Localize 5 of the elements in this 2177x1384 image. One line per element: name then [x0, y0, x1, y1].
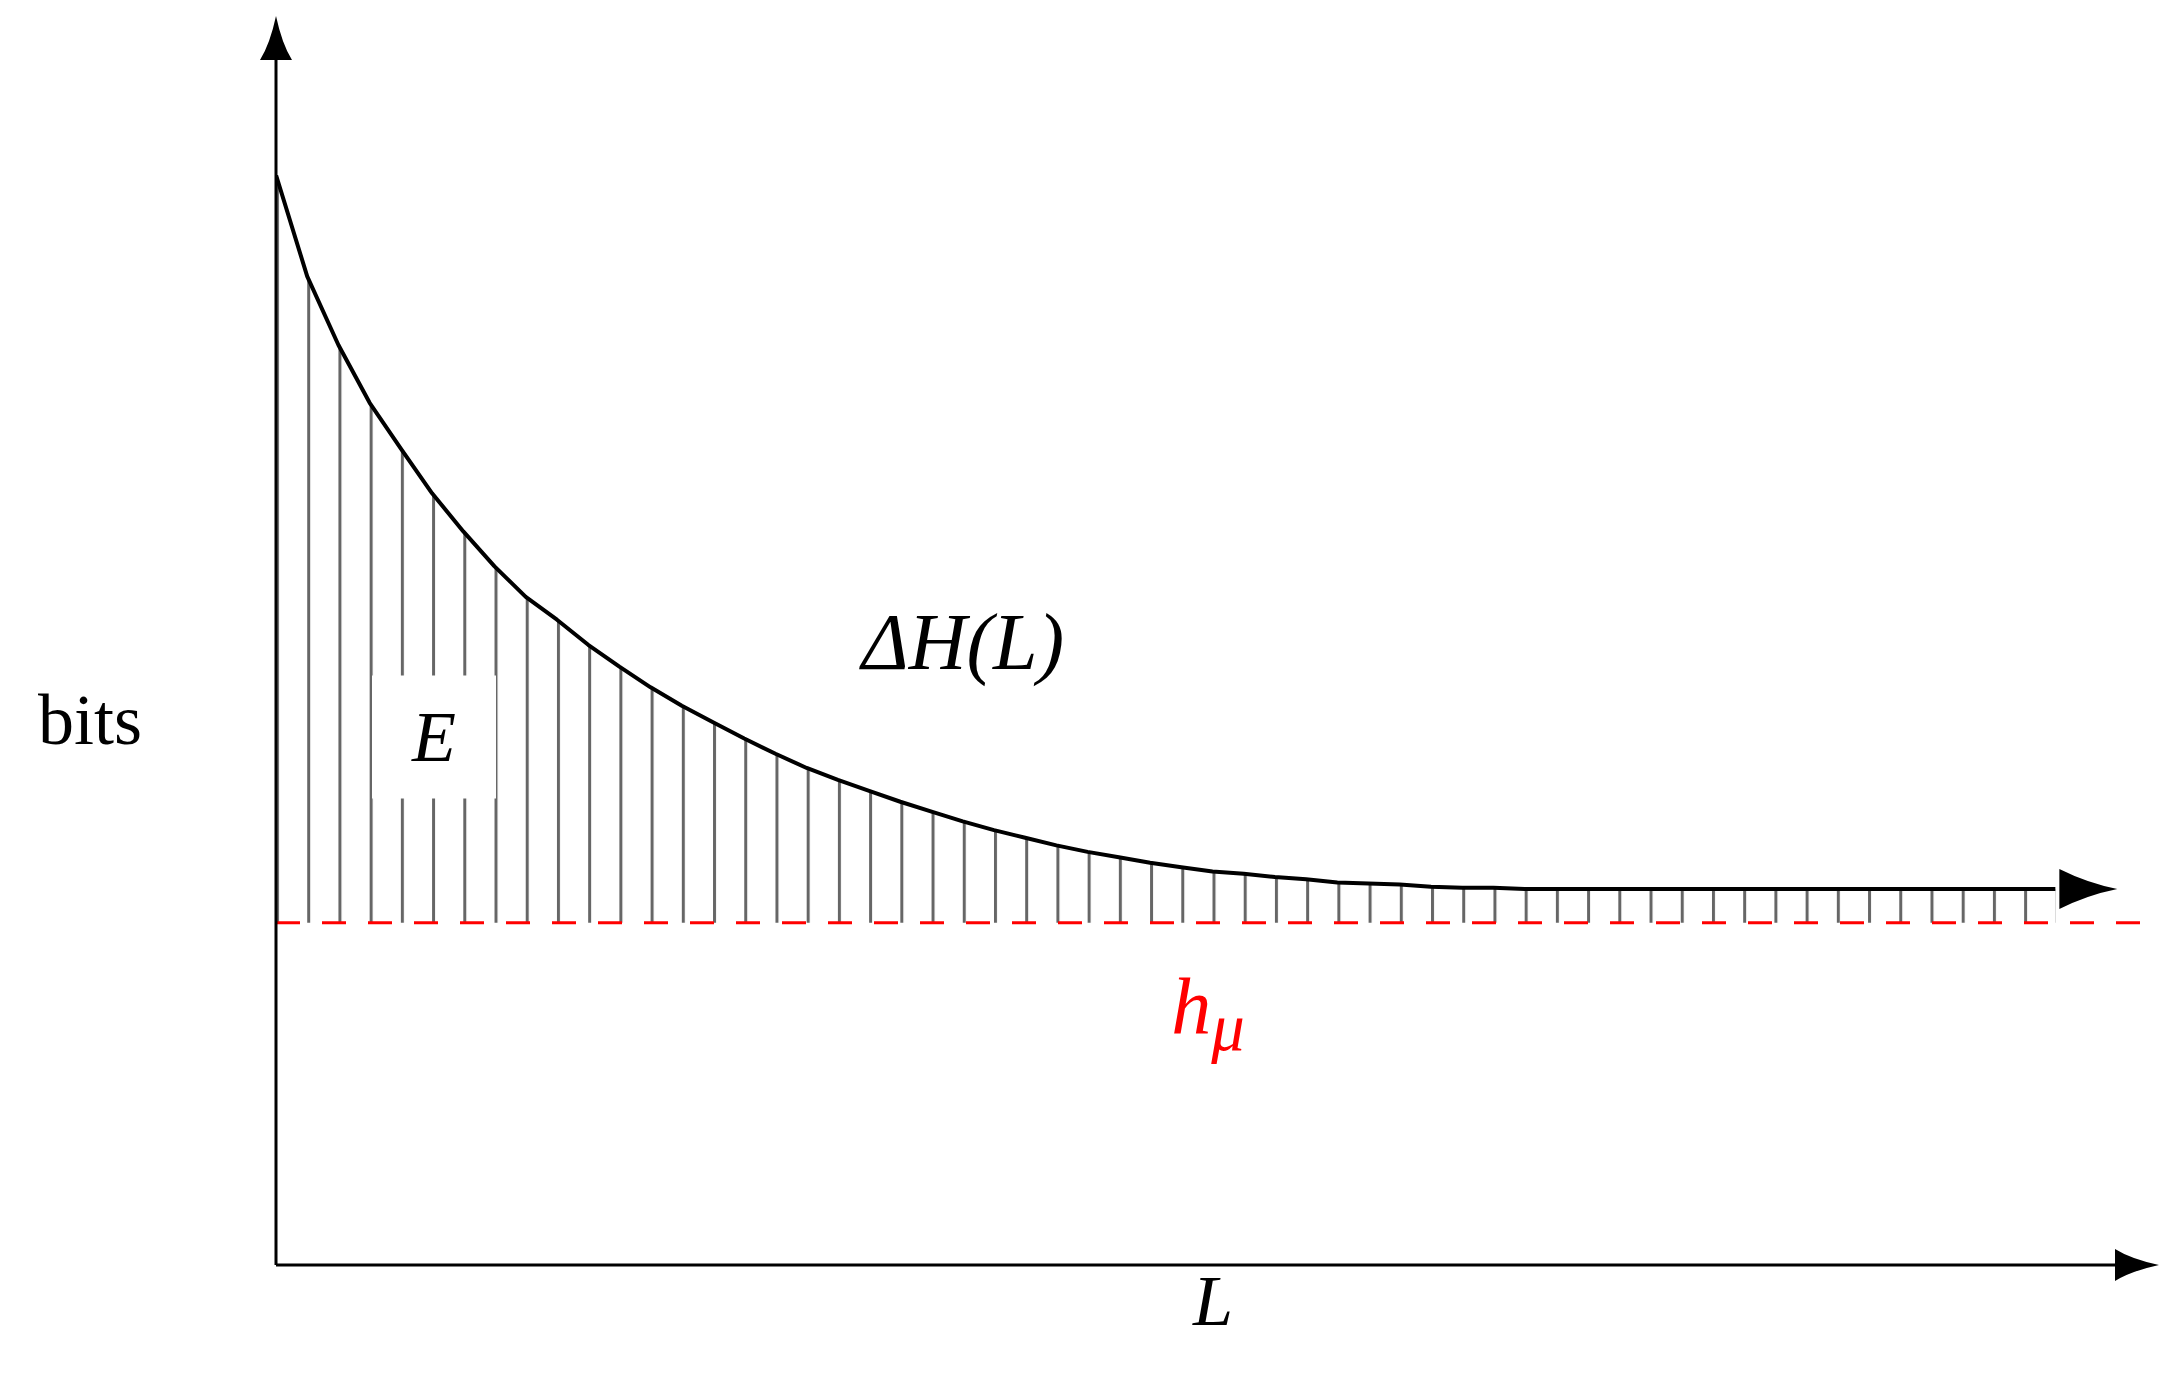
annotation: E — [372, 675, 496, 799]
y-axis-title: bits — [38, 678, 143, 762]
ref-line-label: h$_{μ}$ — [1171, 960, 1245, 1066]
annotation: ΔH(L) — [861, 596, 1065, 688]
x-axis-title: L — [1192, 1259, 1234, 1343]
